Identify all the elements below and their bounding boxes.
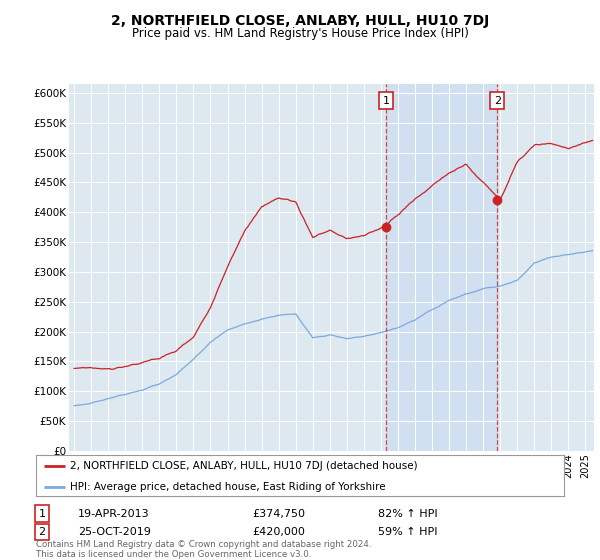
Text: Price paid vs. HM Land Registry's House Price Index (HPI): Price paid vs. HM Land Registry's House … [131,27,469,40]
Text: 2, NORTHFIELD CLOSE, ANLABY, HULL, HU10 7DJ: 2, NORTHFIELD CLOSE, ANLABY, HULL, HU10 … [111,14,489,28]
Text: 2: 2 [38,527,46,537]
Text: 25-OCT-2019: 25-OCT-2019 [78,527,151,537]
Text: 82% ↑ HPI: 82% ↑ HPI [378,508,437,519]
Text: Contains HM Land Registry data © Crown copyright and database right 2024.
This d: Contains HM Land Registry data © Crown c… [36,540,371,559]
Text: 1: 1 [382,96,389,105]
Bar [386,84,497,451]
Text: 59% ↑ HPI: 59% ↑ HPI [378,527,437,537]
Text: 2: 2 [494,96,501,105]
Text: £374,750: £374,750 [252,508,305,519]
Text: HPI: Average price, detached house, East Riding of Yorkshire: HPI: Average price, detached house, East… [70,482,386,492]
Text: 1: 1 [38,508,46,519]
Text: £420,000: £420,000 [252,527,305,537]
Text: 2, NORTHFIELD CLOSE, ANLABY, HULL, HU10 7DJ (detached house): 2, NORTHFIELD CLOSE, ANLABY, HULL, HU10 … [70,461,418,471]
Text: 19-APR-2013: 19-APR-2013 [78,508,149,519]
